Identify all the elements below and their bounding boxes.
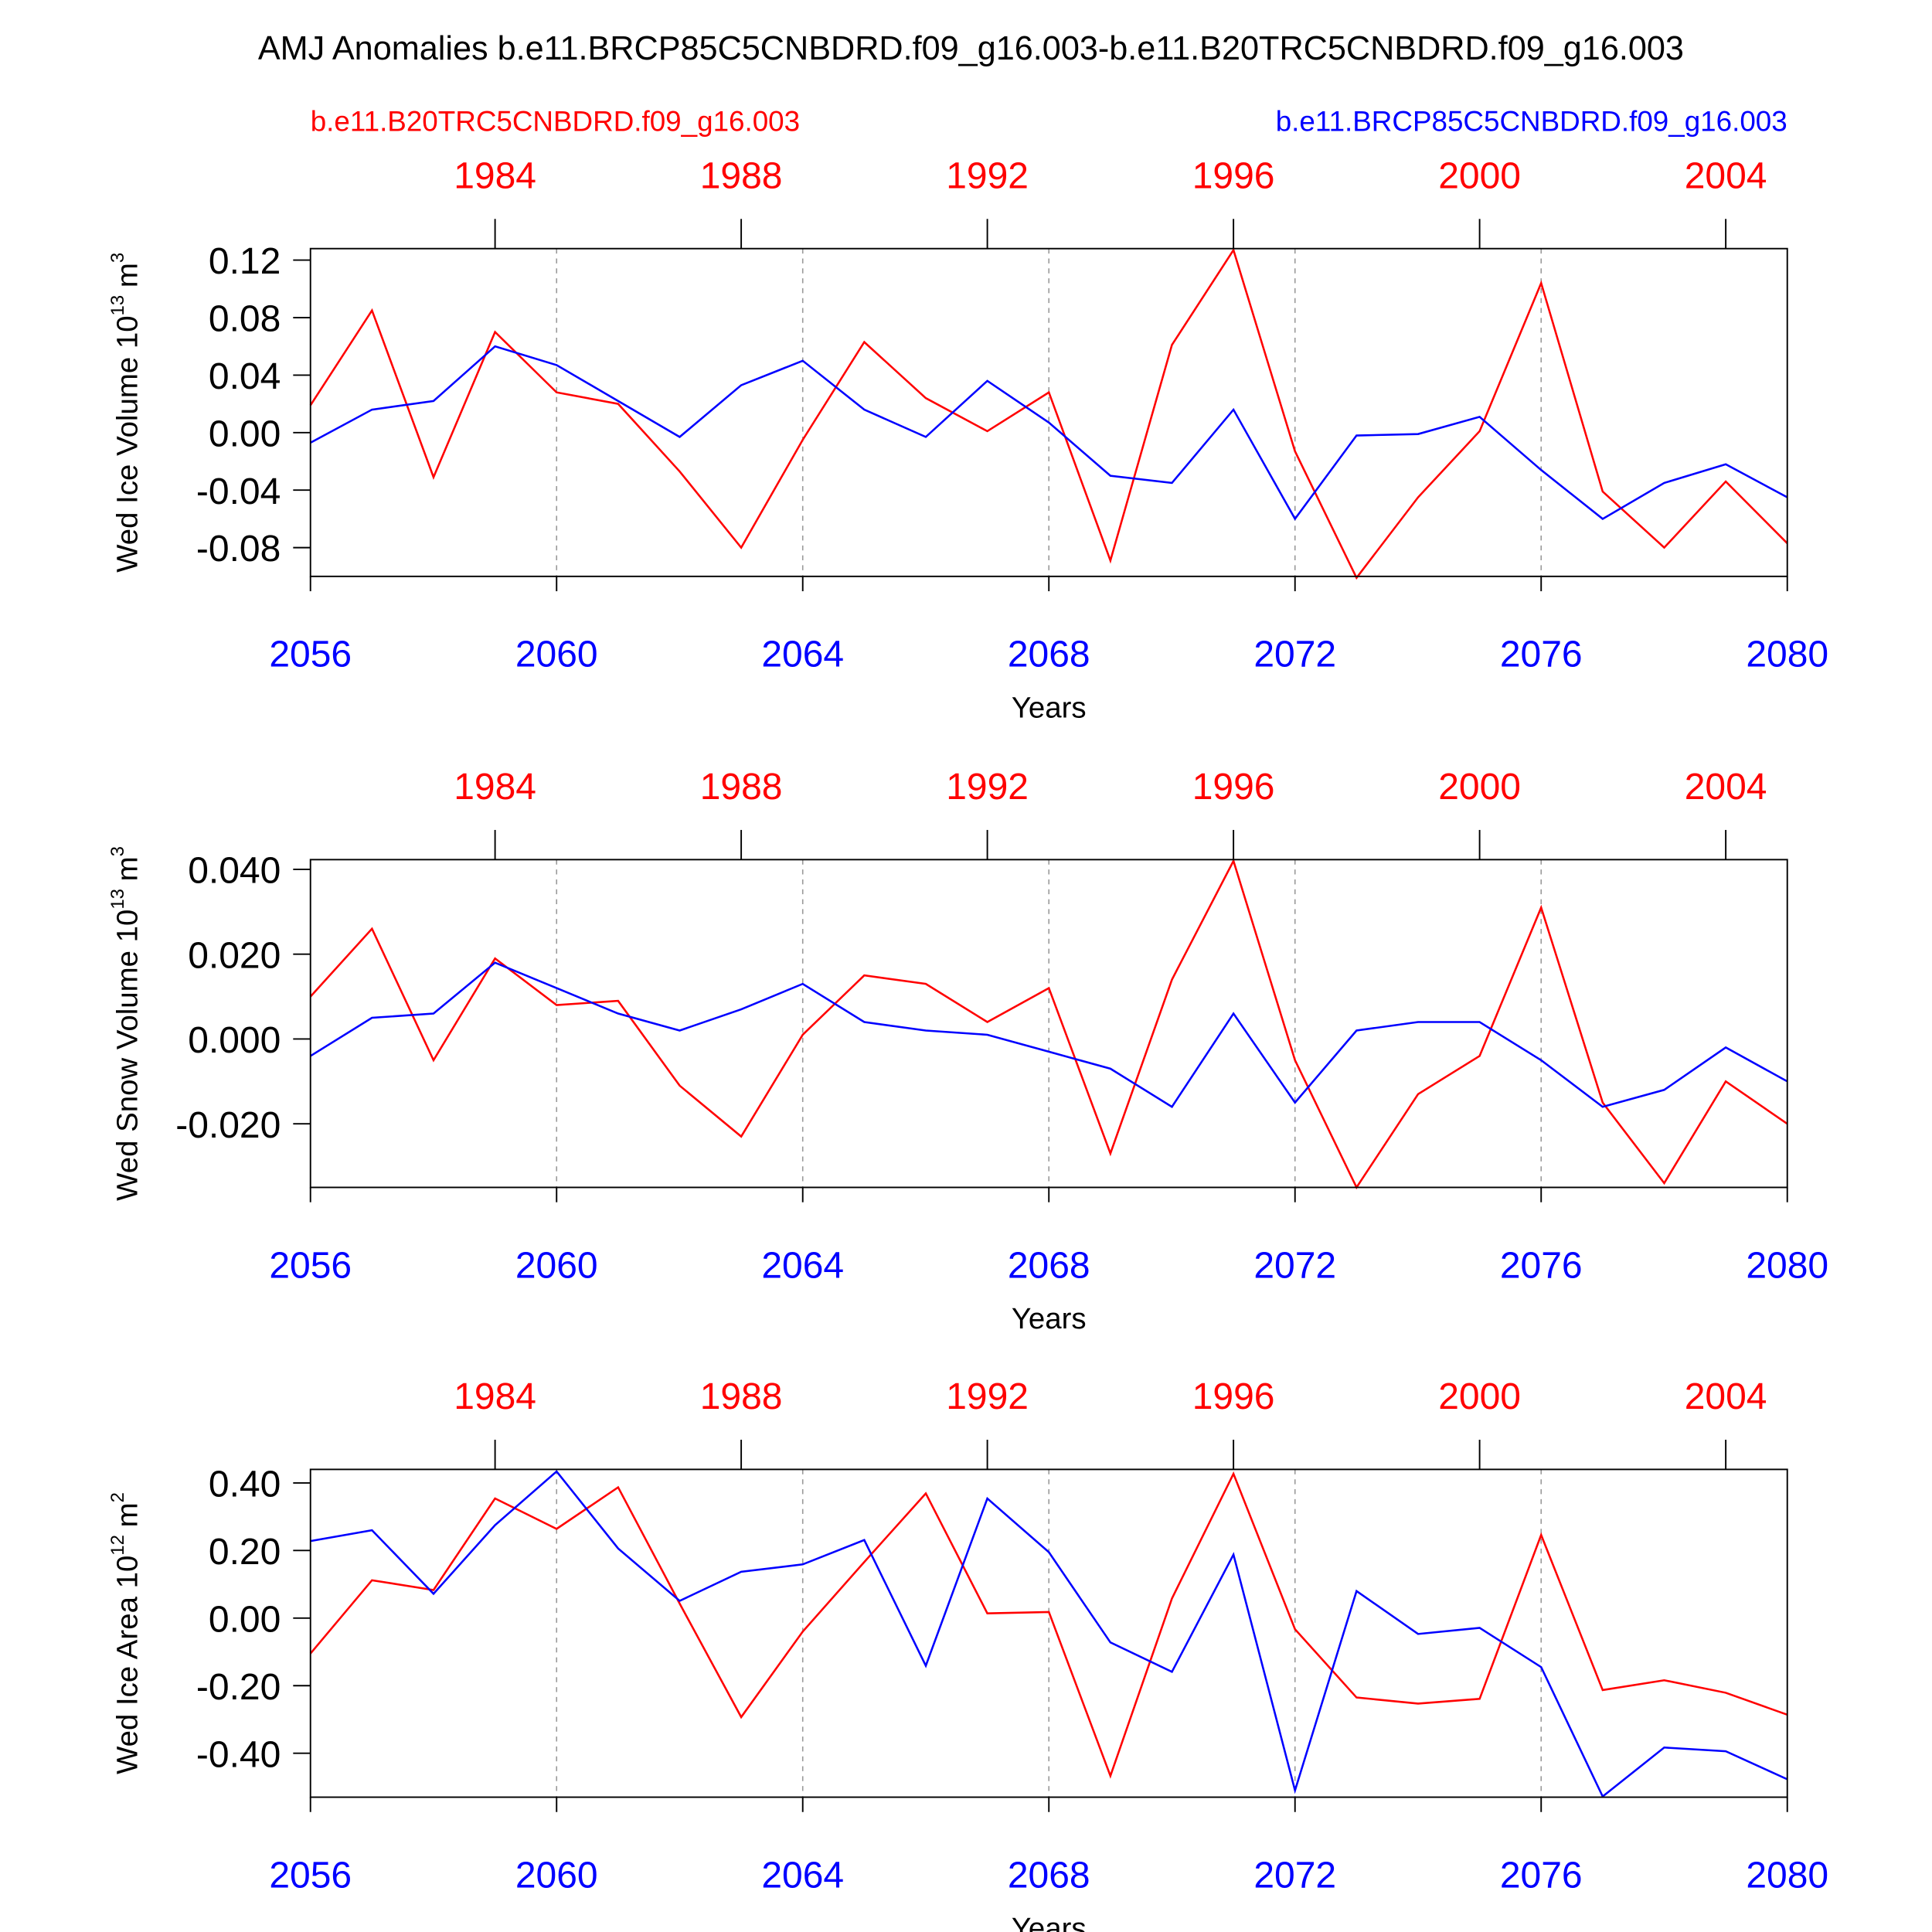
plot-frame: [309, 1468, 1788, 1798]
x-tick-label: 2080: [1746, 1245, 1828, 1286]
x2-tick-label: 1988: [700, 1376, 783, 1417]
y-axis-label-part: 3: [107, 846, 128, 856]
y-axis-label-part: m: [111, 856, 145, 881]
x-tick-label: 2056: [269, 634, 352, 675]
x-tick-label: 2080: [1746, 634, 1828, 675]
x-tick-label: 2068: [1008, 1245, 1090, 1286]
y-axis-label-part: 3: [107, 253, 128, 263]
y-tick-label: 0.040: [188, 851, 281, 892]
series-line: [310, 1470, 1788, 1798]
y-axis-label-part: 13: [107, 889, 128, 910]
series-line: [309, 858, 1788, 1190]
x2-tick-label: 2000: [1438, 767, 1521, 808]
series-line: [309, 1471, 1788, 1779]
x-tick-label: 2072: [1253, 1245, 1336, 1286]
x-axis-label: Years: [1012, 1302, 1087, 1335]
plot-frame: [309, 247, 1788, 577]
x2-tick-label: 1996: [1192, 155, 1275, 196]
x-tick-label: 2076: [1500, 1245, 1583, 1286]
x-tick-label: 2072: [1253, 1855, 1336, 1896]
y-tick-label: 0.00: [209, 413, 281, 454]
x2-tick-label: 1996: [1192, 1376, 1275, 1417]
y-tick-label: -0.04: [196, 471, 281, 512]
x2-tick-label: 1992: [946, 155, 1029, 196]
x2-tick-label: 2000: [1438, 155, 1521, 196]
x2-tick-label: 2004: [1685, 1376, 1767, 1417]
x-tick-label: 2068: [1008, 634, 1090, 675]
x2-tick-label: 1984: [454, 155, 536, 196]
x2-tick-label: 1996: [1192, 767, 1275, 808]
y-axis-label-part: m: [111, 1502, 145, 1527]
y-axis-label-part: 12: [107, 1535, 128, 1556]
y-tick-label: -0.020: [175, 1105, 281, 1146]
series-line: [309, 247, 1788, 580]
x-tick-label: 2060: [515, 1245, 598, 1286]
y-tick-label: -0.08: [196, 529, 281, 570]
x-tick-label: 2064: [761, 1855, 844, 1896]
y-tick-label: 0.40: [209, 1464, 281, 1505]
x-tick-label: 2056: [269, 1245, 352, 1286]
y-tick-label: -0.40: [196, 1734, 281, 1775]
figure-title: AMJ Anomalies b.e11.BRCP85C5CNBDRD.f09_g…: [258, 30, 1684, 67]
y-tick-label: 0.00: [209, 1599, 281, 1640]
x2-tick-label: 2004: [1685, 155, 1767, 196]
series-line: [310, 345, 1788, 521]
x2-tick-label: 1984: [454, 767, 536, 808]
y-tick-label: -0.20: [196, 1667, 281, 1708]
x-tick-label: 2064: [761, 1245, 844, 1286]
y-tick-label: 0.000: [188, 1020, 281, 1061]
x2-tick-label: 1988: [700, 767, 783, 808]
x-tick-label: 2076: [1500, 634, 1583, 675]
y-axis-label: Wed Snow Volume 1013 m3: [107, 846, 145, 1201]
x-tick-label: 2080: [1746, 1855, 1828, 1896]
plot-frame: [309, 859, 1788, 1189]
x-axis-label: Years: [1012, 691, 1087, 724]
x-axis-label: Years: [1012, 1912, 1087, 1932]
x2-tick-label: 1992: [946, 767, 1029, 808]
y-axis-label-part: Wed Snow Volume 10: [111, 910, 145, 1201]
x-tick-label: 2064: [761, 634, 844, 675]
y-tick-label: 0.020: [188, 935, 281, 976]
y-axis-label: Wed Ice Volume 1013 m3: [107, 253, 145, 573]
y-axis-label-part: 2: [107, 1492, 128, 1502]
y-axis-label: Wed Ice Area 1012 m2: [107, 1492, 145, 1774]
y-tick-label: 0.08: [209, 299, 281, 340]
x-tick-label: 2076: [1500, 1855, 1583, 1896]
y-tick-label: 0.12: [209, 241, 281, 282]
x2-tick-label: 1984: [454, 1376, 536, 1417]
legend-label: b.e11.B20TRC5CNBDRD.f09_g16.003: [311, 106, 800, 138]
x-tick-label: 2060: [515, 634, 598, 675]
x2-tick-label: 1988: [700, 155, 783, 196]
x2-tick-label: 2004: [1685, 767, 1767, 808]
series-line: [310, 961, 1788, 1108]
y-axis-label-part: Wed Ice Volume 10: [111, 315, 145, 572]
x-tick-label: 2072: [1253, 634, 1336, 675]
x2-tick-label: 2000: [1438, 1376, 1521, 1417]
x-tick-label: 2068: [1008, 1855, 1090, 1896]
legend-label: b.e11.BRCP85C5CNBDRD.f09_g16.003: [1276, 106, 1787, 138]
y-axis-label-part: Wed Ice Area 10: [111, 1556, 145, 1774]
x2-tick-label: 1992: [946, 1376, 1029, 1417]
x-tick-label: 2060: [515, 1855, 598, 1896]
y-axis-label-part: m: [111, 263, 145, 287]
x-tick-label: 2056: [269, 1855, 352, 1896]
y-tick-label: 0.04: [209, 356, 281, 397]
y-axis-label-part: 13: [107, 295, 128, 316]
y-tick-label: 0.20: [209, 1532, 281, 1573]
